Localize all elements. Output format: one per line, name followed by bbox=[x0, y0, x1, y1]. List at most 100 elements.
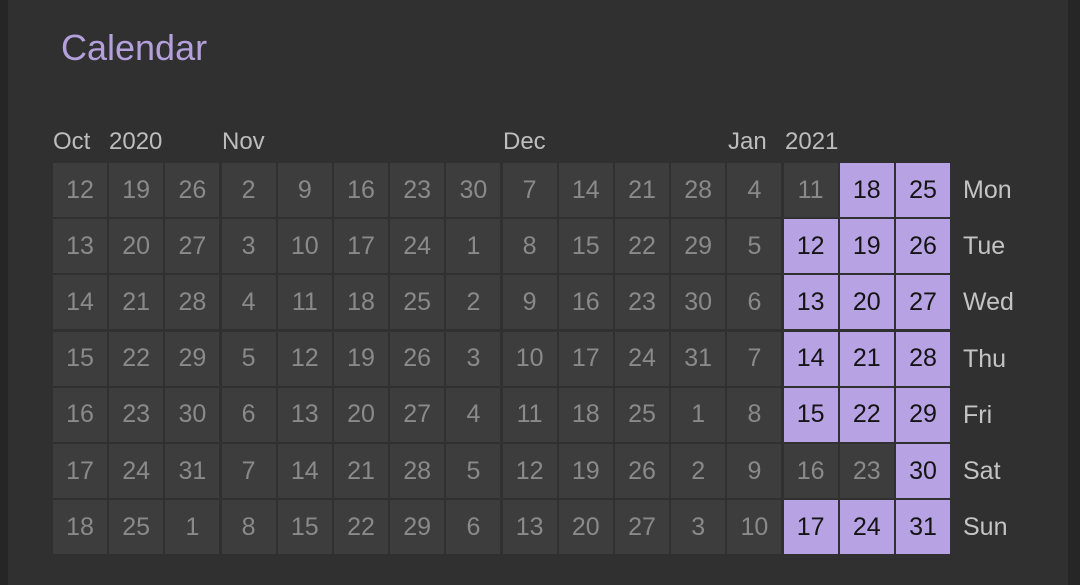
day-cell[interactable]: 10 bbox=[727, 500, 782, 555]
day-cell[interactable]: 30 bbox=[446, 163, 501, 217]
day-cell[interactable]: 4 bbox=[221, 275, 276, 330]
day-cell[interactable]: 14 bbox=[783, 331, 838, 386]
day-cell[interactable]: 28 bbox=[671, 163, 726, 217]
day-cell[interactable]: 1 bbox=[446, 219, 501, 274]
day-cell[interactable]: 9 bbox=[502, 275, 557, 330]
day-cell[interactable]: 14 bbox=[277, 444, 332, 498]
day-cell[interactable]: 9 bbox=[277, 163, 332, 217]
day-cell[interactable]: 1 bbox=[165, 500, 220, 555]
day-cell[interactable]: 20 bbox=[109, 219, 164, 274]
day-cell[interactable]: 10 bbox=[502, 331, 557, 386]
day-cell[interactable]: 19 bbox=[558, 444, 613, 498]
day-cell[interactable]: 8 bbox=[221, 500, 276, 555]
day-cell[interactable]: 30 bbox=[165, 387, 220, 442]
day-cell[interactable]: 24 bbox=[839, 500, 894, 555]
day-cell[interactable]: 12 bbox=[783, 219, 838, 274]
day-cell[interactable]: 6 bbox=[221, 387, 276, 442]
day-cell[interactable]: 30 bbox=[671, 275, 726, 330]
day-cell[interactable]: 15 bbox=[558, 219, 613, 274]
day-cell[interactable]: 5 bbox=[446, 444, 501, 498]
day-cell[interactable]: 15 bbox=[783, 387, 838, 442]
day-cell[interactable]: 21 bbox=[615, 163, 669, 217]
day-cell[interactable]: 2 bbox=[221, 163, 276, 217]
day-cell[interactable]: 12 bbox=[502, 444, 557, 498]
day-cell[interactable]: 28 bbox=[390, 444, 445, 498]
day-cell[interactable]: 31 bbox=[671, 331, 726, 386]
day-cell[interactable]: 29 bbox=[165, 331, 220, 386]
day-cell[interactable]: 24 bbox=[390, 219, 445, 274]
day-cell[interactable]: 12 bbox=[53, 163, 107, 217]
day-cell[interactable]: 3 bbox=[446, 331, 501, 386]
day-cell[interactable]: 25 bbox=[390, 275, 445, 330]
day-cell[interactable]: 18 bbox=[334, 275, 388, 330]
day-cell[interactable]: 13 bbox=[277, 387, 332, 442]
day-cell[interactable]: 7 bbox=[502, 163, 557, 217]
day-cell[interactable]: 21 bbox=[334, 444, 388, 498]
day-cell[interactable]: 15 bbox=[53, 331, 107, 386]
day-cell[interactable]: 20 bbox=[839, 275, 894, 330]
day-cell[interactable]: 18 bbox=[558, 387, 613, 442]
day-cell[interactable]: 11 bbox=[502, 387, 557, 442]
day-cell[interactable]: 6 bbox=[446, 500, 501, 555]
day-cell[interactable]: 4 bbox=[446, 387, 501, 442]
day-cell[interactable]: 4 bbox=[727, 163, 782, 217]
day-cell[interactable]: 8 bbox=[502, 219, 557, 274]
day-cell[interactable]: 23 bbox=[839, 444, 894, 498]
day-cell[interactable]: 16 bbox=[558, 275, 613, 330]
day-cell[interactable]: 16 bbox=[53, 387, 107, 442]
day-cell[interactable]: 21 bbox=[839, 331, 894, 386]
day-cell[interactable]: 17 bbox=[783, 500, 838, 555]
day-cell[interactable]: 26 bbox=[615, 444, 669, 498]
day-cell[interactable]: 27 bbox=[165, 219, 220, 274]
day-cell[interactable]: 23 bbox=[390, 163, 445, 217]
day-cell[interactable]: 20 bbox=[334, 387, 388, 442]
day-cell[interactable]: 22 bbox=[839, 387, 894, 442]
day-cell[interactable]: 13 bbox=[502, 500, 557, 555]
day-cell[interactable]: 17 bbox=[53, 444, 107, 498]
day-cell[interactable]: 13 bbox=[783, 275, 838, 330]
day-cell[interactable]: 5 bbox=[727, 219, 782, 274]
day-cell[interactable]: 13 bbox=[53, 219, 107, 274]
day-cell[interactable]: 22 bbox=[109, 331, 164, 386]
day-cell[interactable]: 26 bbox=[896, 219, 950, 274]
day-cell[interactable]: 1 bbox=[671, 387, 726, 442]
day-cell[interactable]: 23 bbox=[109, 387, 164, 442]
day-cell[interactable]: 18 bbox=[839, 163, 894, 217]
day-cell[interactable]: 14 bbox=[53, 275, 107, 330]
day-cell[interactable]: 25 bbox=[109, 500, 164, 555]
day-cell[interactable]: 12 bbox=[277, 331, 332, 386]
day-cell[interactable]: 7 bbox=[221, 444, 276, 498]
day-cell[interactable]: 20 bbox=[558, 500, 613, 555]
day-cell[interactable]: 24 bbox=[615, 331, 669, 386]
day-cell[interactable]: 8 bbox=[727, 387, 782, 442]
day-cell[interactable]: 9 bbox=[727, 444, 782, 498]
day-cell[interactable]: 18 bbox=[53, 500, 107, 555]
day-cell[interactable]: 25 bbox=[896, 163, 950, 217]
day-cell[interactable]: 27 bbox=[896, 275, 950, 330]
day-cell[interactable]: 26 bbox=[390, 331, 445, 386]
day-cell[interactable]: 22 bbox=[334, 500, 388, 555]
day-cell[interactable]: 24 bbox=[109, 444, 164, 498]
day-cell[interactable]: 14 bbox=[558, 163, 613, 217]
day-cell[interactable]: 16 bbox=[334, 163, 388, 217]
day-cell[interactable]: 7 bbox=[727, 331, 782, 386]
day-cell[interactable]: 28 bbox=[165, 275, 220, 330]
day-cell[interactable]: 11 bbox=[277, 275, 332, 330]
day-cell[interactable]: 22 bbox=[615, 219, 669, 274]
day-cell[interactable]: 19 bbox=[334, 331, 388, 386]
day-cell[interactable]: 26 bbox=[165, 163, 220, 217]
day-cell[interactable]: 21 bbox=[109, 275, 164, 330]
day-cell[interactable]: 2 bbox=[446, 275, 501, 330]
day-cell[interactable]: 31 bbox=[165, 444, 220, 498]
day-cell[interactable]: 15 bbox=[277, 500, 332, 555]
day-cell[interactable]: 3 bbox=[221, 219, 276, 274]
day-cell[interactable]: 28 bbox=[896, 331, 950, 386]
day-cell[interactable]: 3 bbox=[671, 500, 726, 555]
day-cell[interactable]: 17 bbox=[558, 331, 613, 386]
day-cell[interactable]: 31 bbox=[896, 500, 950, 555]
day-cell[interactable]: 27 bbox=[390, 387, 445, 442]
day-cell[interactable]: 16 bbox=[783, 444, 838, 498]
day-cell[interactable]: 23 bbox=[615, 275, 669, 330]
day-cell[interactable]: 27 bbox=[615, 500, 669, 555]
day-cell[interactable]: 6 bbox=[727, 275, 782, 330]
